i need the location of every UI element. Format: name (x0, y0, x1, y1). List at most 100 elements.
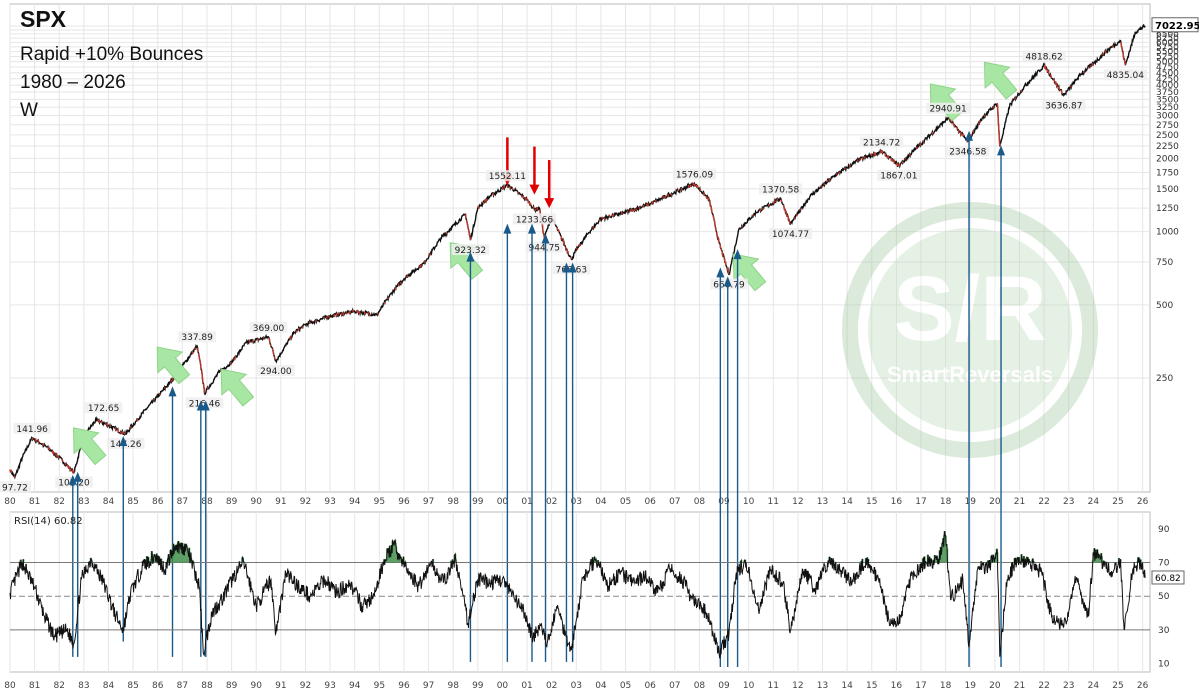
bounce-marker-head (503, 223, 512, 234)
x-tick-label: 12 (792, 497, 803, 507)
up-arrow (72, 427, 107, 466)
up-arrow-shape (72, 427, 107, 466)
y-tick-label: 6000 (1156, 38, 1179, 48)
up-arrow (156, 346, 191, 385)
price-label: 1552.11 (489, 172, 526, 182)
chart-timeframe: W (20, 100, 38, 121)
x-tick-label: 95 (374, 497, 385, 507)
x-tick-label: 19 (965, 497, 977, 507)
bounce-marker-head (568, 262, 577, 273)
y-tick-label: 6500 (1156, 30, 1179, 40)
x-tick-label: 92 (300, 681, 311, 691)
x-tick-label: 07 (669, 497, 680, 507)
x-tick-label: 90 (250, 497, 262, 507)
price-label-bg (525, 241, 564, 253)
x-tick-label: 93 (324, 497, 335, 507)
x-tick-label: 10 (743, 681, 755, 691)
x-tick-label: 90 (250, 681, 262, 691)
y-tick-label: 5750 (1156, 43, 1179, 53)
x-tick-label: 89 (226, 681, 238, 691)
price-label-bg (1042, 99, 1086, 111)
price-label: 1576.09 (676, 171, 713, 181)
price-label-bg (877, 169, 921, 181)
price-label-bg (485, 170, 529, 182)
up-arrow-shape (156, 346, 191, 385)
y-tick-label: 500 (1156, 301, 1173, 311)
chart-date-range: 1980 – 2026 (20, 72, 126, 93)
x-tick-label: 17 (915, 497, 926, 507)
y-tick-label: 4750 (1156, 63, 1179, 73)
x-tick-label: 86 (152, 681, 164, 691)
bounce-marker-head (562, 262, 571, 273)
x-tick-label: 20 (989, 497, 1001, 507)
x-tick-label: 00 (497, 497, 509, 507)
price-label-bg (257, 364, 295, 376)
x-tick-label: 03 (571, 497, 582, 507)
x-tick-label: 26 (1137, 497, 1149, 507)
x-tick-label: 91 (275, 497, 286, 507)
x-tick-label: 08 (694, 497, 706, 507)
price-label-bg (0, 481, 31, 493)
bounce-marker-head (201, 400, 210, 411)
bounce-marker-head (68, 474, 77, 485)
price-label-bg (1103, 69, 1147, 81)
x-tick-label: 13 (817, 681, 828, 691)
bounce-marker-head (723, 276, 732, 287)
x-tick-label: 10 (743, 497, 755, 507)
x-tick-label: 96 (398, 497, 410, 507)
x-tick-label: 25 (1112, 497, 1123, 507)
x-tick-label: 23 (1063, 681, 1074, 691)
x-tick-label: 84 (103, 497, 115, 507)
x-tick-label: 09 (718, 497, 730, 507)
bounce-marker-head (73, 471, 82, 482)
x-tick-label: 01 (521, 681, 532, 691)
down-arrow-head (529, 184, 540, 195)
x-tick-label: 14 (841, 497, 853, 507)
price-label-bg (768, 228, 813, 240)
rsi-series-line (9, 531, 1146, 659)
x-tick-label: 85 (127, 681, 138, 691)
chart-subtitle: Rapid +10% Bounces (20, 44, 204, 65)
price-label: 4835.04 (1107, 71, 1144, 81)
down-arrow-head (544, 198, 555, 209)
rsi-y-tick-label: 30 (1158, 626, 1170, 636)
x-tick-label: 87 (177, 681, 188, 691)
x-tick-label: 15 (866, 681, 877, 691)
price-label: 923.32 (455, 246, 487, 256)
x-tick-label: 95 (374, 681, 385, 691)
bounce-marker-head (965, 130, 974, 141)
price-label-bg (946, 145, 990, 157)
bounce-marker-head (168, 386, 177, 397)
x-tick-label: 86 (152, 497, 164, 507)
x-tick-label: 83 (78, 681, 89, 691)
watermark-disc (868, 228, 1072, 432)
x-tick-label: 84 (103, 681, 115, 691)
y-tick-label: 3500 (1156, 95, 1179, 105)
x-tick-label: 14 (841, 681, 853, 691)
up-arrow (220, 368, 255, 407)
x-tick-label: 01 (521, 497, 532, 507)
x-tick-label: 15 (866, 497, 877, 507)
x-tick-label: 24 (1088, 497, 1100, 507)
y-tick-label: 2000 (1156, 154, 1179, 164)
price-label: 2134.72 (863, 139, 900, 149)
watermark-ring (842, 202, 1098, 458)
x-tick-label: 99 (472, 681, 484, 691)
price-label-bg (672, 168, 717, 180)
x-tick-label: 88 (201, 497, 213, 507)
last-value-label: 7022.95 (1155, 21, 1199, 32)
x-tick-label: 13 (817, 497, 828, 507)
x-tick-label: 97 (423, 681, 434, 691)
price-label: 1867.01 (880, 172, 917, 182)
price-label: 369.00 (253, 324, 285, 334)
price-label-bg (1022, 50, 1066, 62)
y-tick-label: 2500 (1156, 131, 1179, 141)
x-tick-label: 89 (226, 497, 238, 507)
bounce-marker-head (527, 223, 536, 234)
price-label-bg (860, 136, 904, 148)
x-tick-label: 03 (571, 681, 582, 691)
up-arrow-shape (983, 61, 1018, 100)
x-tick-label: 19 (965, 681, 977, 691)
